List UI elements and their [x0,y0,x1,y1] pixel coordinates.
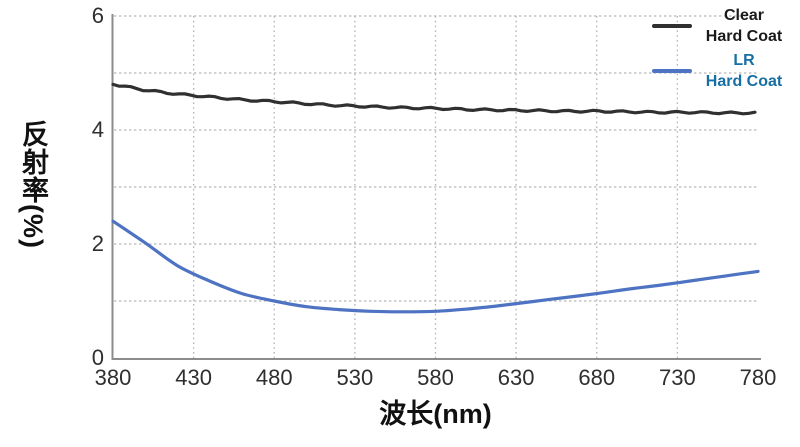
x-tick-label: 630 [497,365,535,390]
series-line-clear-hard-coat [111,82,757,116]
x-tick-label: 780 [739,365,777,390]
legend-label-line1: Clear [723,7,765,24]
x-axis-title: 波长(nm) [379,399,492,429]
legend-entry-lr-hard-coat: LR Hard Coat [652,50,786,92]
y-tick-label: 6 [91,3,104,28]
x-tick-label: 380 [94,365,132,390]
legend-label-line2: Hard Coat [705,73,783,90]
legend: Clear Hard Coat LR Hard Coat [652,5,786,92]
y-tick-label: 4 [91,117,104,142]
legend-line-sample-icon [652,69,692,73]
legend-label-lr-hard-coat: LR Hard Coat [702,50,786,92]
y-tick-label: 0 [91,345,104,370]
legend-label-line2: Hard Coat [705,28,783,45]
legend-line-sample-icon [652,24,692,28]
series-line-lr-hard-coat [111,219,760,314]
x-tick-label: 480 [255,365,293,390]
x-tick-label: 680 [578,365,616,390]
x-tick-label: 580 [417,365,454,390]
x-tick-label: 530 [336,365,374,390]
legend-entry-clear-hard-coat: Clear Hard Coat [652,5,786,47]
x-tick-label: 730 [659,365,696,390]
legend-label-clear-hard-coat: Clear Hard Coat [702,5,786,47]
y-tick-label: 2 [91,231,104,256]
legend-label-line1: LR [733,52,755,69]
x-tick-label: 430 [175,365,212,390]
y-axis-title: 反射率(%) [18,120,48,249]
